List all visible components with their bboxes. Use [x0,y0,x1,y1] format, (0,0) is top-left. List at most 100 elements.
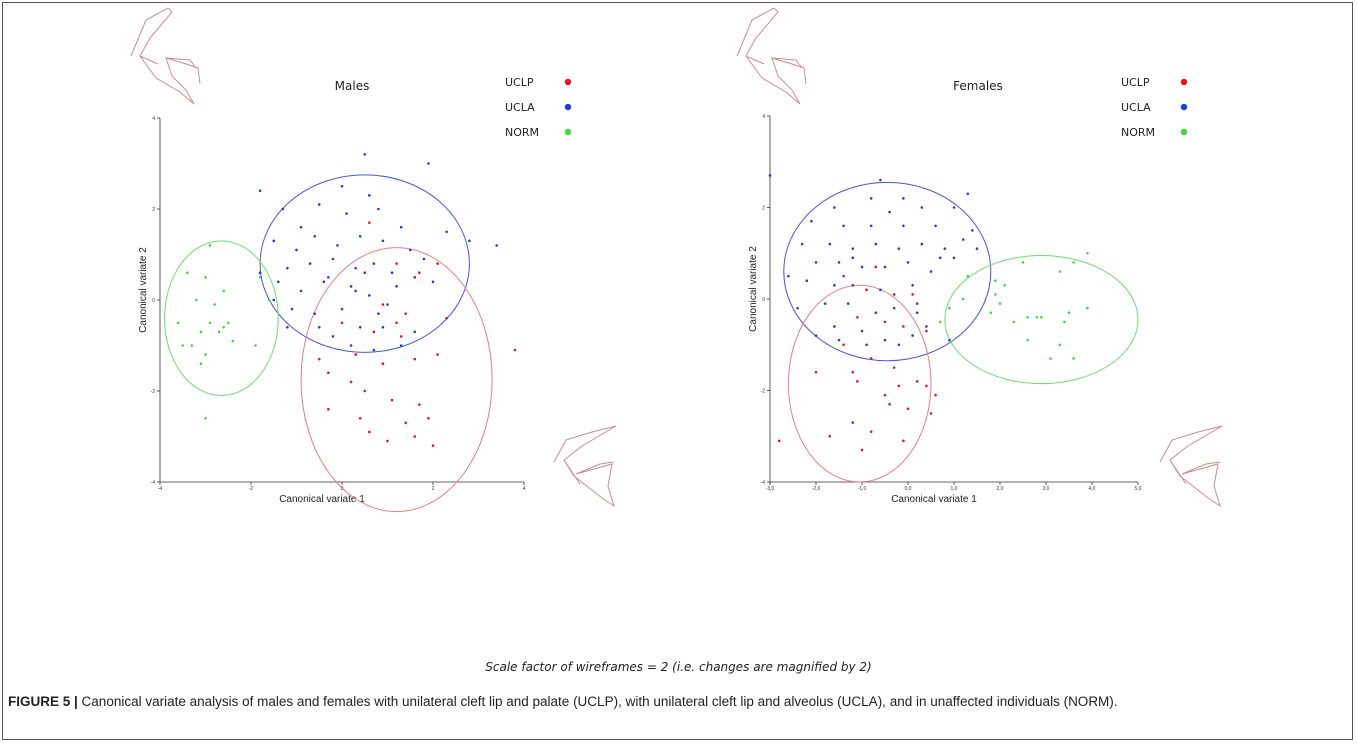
point-uclp [842,343,845,347]
point-ucla [920,242,924,246]
point-ucla [313,235,317,238]
point-ucla [286,266,289,270]
point-ucla [768,174,772,177]
point-ucla [258,189,262,193]
point-norm [1067,311,1071,315]
point-ucla [833,206,836,209]
x-tick-label: 4 [523,486,526,492]
y-axis-label: Canonical variate 2 [748,246,759,332]
point-ucla [331,335,335,338]
point-uclp [888,402,891,406]
point-norm [1086,251,1089,255]
point-uclp [413,435,417,438]
point-ucla [915,311,919,315]
point-ucla [363,153,367,156]
point-ucla [299,289,303,293]
point-uclp [874,265,878,269]
point-norm [1072,261,1075,264]
point-norm [213,303,216,306]
point-norm [1026,338,1029,342]
x-tick-label: 5,0 [1135,486,1142,492]
point-uclp [368,221,371,224]
point-ucla [422,257,426,261]
ellipse-norm [164,240,279,397]
point-ucla [377,207,380,211]
point-ucla [823,302,827,305]
wireframe-icon-bottom-left [553,425,617,508]
point-uclp [883,320,887,324]
point-ucla [833,325,836,328]
point-ucla [805,279,809,283]
x-tick-label: -2,0 [812,486,821,492]
point-norm [186,271,189,275]
point-ucla [860,265,864,269]
point-ucla [883,338,887,342]
point-ucla [851,283,855,287]
point-uclp [368,430,371,434]
point-ucla [892,306,896,310]
x-tick-label: -3,0 [766,486,775,492]
y-tick-label: 0 [152,298,155,304]
point-ucla [349,285,353,288]
point-norm [208,244,212,247]
x-tick-label: -2 [249,486,254,492]
point-ucla [368,194,371,197]
point-uclp [390,398,394,402]
point-ucla [395,285,398,288]
x-tick-label: 2 [432,486,435,492]
point-ucla [869,197,873,200]
point-norm [1049,357,1052,360]
chart-title: Females [953,79,1003,93]
legend-marker-uclp [1180,78,1188,86]
point-uclp [513,348,517,352]
point-ucla [902,224,905,228]
point-uclp [381,362,385,366]
point-ucla [377,312,380,315]
y-tick-label: 4 [152,116,155,122]
point-norm [199,330,203,334]
point-ucla [368,294,371,297]
x-tick-label: 1,0 [951,486,958,492]
point-uclp [413,357,417,361]
point-ucla [327,275,330,279]
point-norm [181,344,185,347]
point-ucla [966,192,970,196]
point-ucla [971,229,974,232]
point-ucla [851,247,855,250]
point-uclp [395,321,398,325]
point-ucla [372,262,376,265]
point-ucla [290,307,294,311]
point-ucla [869,224,873,228]
point-norm [948,306,951,310]
ellipse-uclp [300,247,493,513]
figure-label: FIGURE 5 | [8,694,78,709]
point-uclp [399,335,403,338]
point-uclp [929,412,933,415]
point-ucla [272,298,276,302]
point-ucla [897,343,901,347]
point-ucla [317,326,321,329]
point-norm [994,279,997,283]
figure-caption: FIGURE 5 | Canonical variate analysis of… [8,692,1338,712]
point-norm [994,293,997,296]
point-ucla [874,242,878,246]
point-ucla [358,326,362,329]
point-uclp [427,417,430,420]
point-uclp [349,380,353,384]
point-ucla [883,265,887,269]
point-ucla [800,242,804,246]
point-ucla [897,247,901,250]
wireframe-icon-bottom-right [1159,425,1223,508]
point-ucla [340,184,344,188]
y-tick-label: 2 [152,207,155,213]
point-ucla [874,311,878,315]
point-norm [1012,320,1016,324]
x-axis-label: Canonical variate 1 [279,494,365,505]
point-uclp [911,293,914,296]
point-uclp [869,430,873,433]
point-norm [966,274,970,278]
ellipse-uclp [787,284,932,483]
point-norm [226,321,230,325]
point-norm [1026,316,1029,319]
y-tick-label: 4 [762,114,765,120]
